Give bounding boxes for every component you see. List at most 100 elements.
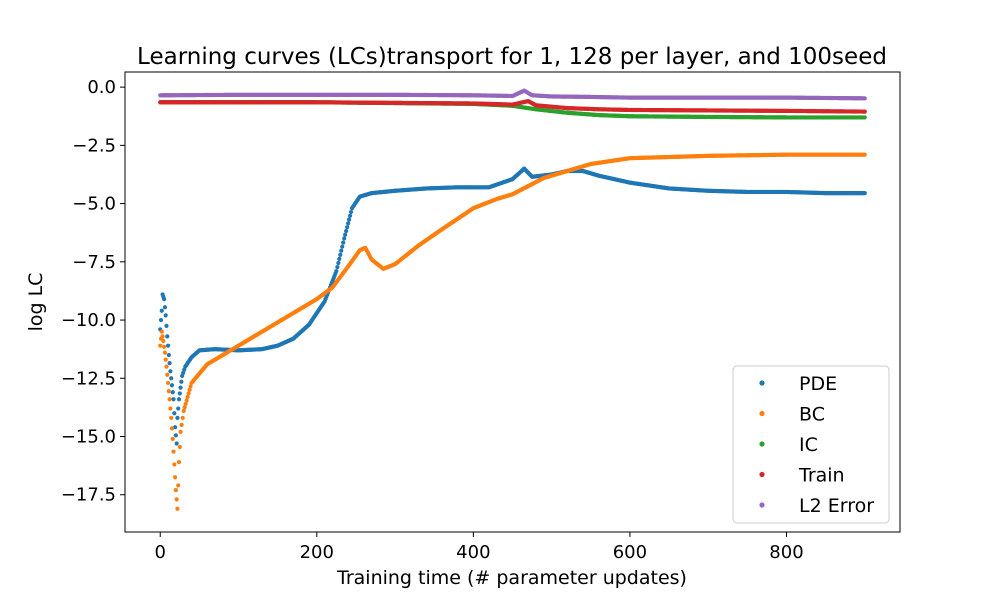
- legend-marker: [759, 502, 765, 508]
- data-point: [179, 422, 184, 427]
- data-point: [181, 408, 186, 413]
- data-point: [166, 352, 171, 358]
- data-point: [862, 152, 867, 157]
- data-point: [162, 305, 168, 310]
- series-l2-error: [158, 88, 867, 101]
- data-point: [179, 379, 184, 384]
- data-point: [183, 401, 188, 406]
- data-point: [347, 213, 353, 218]
- data-point: [182, 405, 187, 410]
- data-point: [167, 397, 172, 402]
- data-point: [159, 329, 164, 334]
- legend-label: IC: [799, 434, 818, 456]
- x-tick-label: 400: [456, 542, 490, 563]
- legend-label: PDE: [799, 373, 837, 395]
- y-tick-label: −2.5: [72, 135, 116, 156]
- data-point: [346, 217, 352, 222]
- data-point: [168, 406, 173, 411]
- data-point: [862, 96, 867, 101]
- data-point: [173, 433, 178, 438]
- data-point: [167, 361, 172, 366]
- data-point: [343, 232, 348, 237]
- data-point: [335, 264, 340, 270]
- data-point: [862, 115, 867, 120]
- legend-marker: [759, 441, 765, 447]
- data-point: [163, 313, 168, 318]
- data-point: [188, 384, 193, 389]
- data-point: [170, 390, 175, 395]
- data-point: [159, 308, 164, 313]
- data-point: [165, 372, 170, 377]
- data-point: [170, 436, 175, 441]
- data-point: [162, 296, 167, 302]
- data-point: [166, 388, 171, 394]
- data-point: [168, 369, 173, 374]
- data-point: [160, 334, 165, 339]
- data-point: [158, 317, 164, 323]
- data-point: [338, 252, 343, 257]
- data-point: [172, 411, 177, 416]
- series-train: [158, 99, 867, 114]
- data-point: [176, 397, 182, 402]
- data-point: [339, 248, 344, 253]
- data-point: [180, 415, 185, 420]
- data-point: [171, 449, 176, 454]
- legend-marker: [759, 410, 765, 417]
- data-point: [862, 191, 867, 196]
- data-point: [186, 391, 191, 396]
- data-point: [344, 228, 349, 234]
- y-tick-label: 0.0: [87, 77, 116, 98]
- legend-label: L2 Error: [799, 495, 874, 517]
- data-point: [172, 462, 177, 467]
- data-point: [334, 269, 339, 274]
- y-tick-label: −10.0: [61, 310, 116, 331]
- data-point: [175, 506, 180, 511]
- data-point: [336, 260, 341, 266]
- legend-label: BC: [799, 404, 825, 426]
- data-point: [176, 406, 181, 411]
- data-point: [348, 209, 354, 215]
- x-tick-label: 200: [300, 542, 334, 563]
- y-tick-label: −17.5: [61, 485, 116, 506]
- y-axis-title: log LC: [25, 273, 47, 332]
- x-tick-label: 0: [155, 542, 166, 563]
- data-point: [169, 376, 174, 381]
- data-point: [187, 387, 192, 393]
- x-axis-ticks: 0 200 400 600 800: [155, 532, 804, 563]
- x-tick-label: 800: [769, 542, 803, 563]
- data-point: [178, 429, 183, 434]
- y-tick-label: −12.5: [61, 368, 116, 389]
- data-point: [165, 343, 171, 348]
- data-point: [177, 391, 182, 396]
- data-point: [158, 343, 163, 348]
- data-point: [341, 240, 346, 245]
- data-point: [862, 109, 867, 114]
- data-point: [165, 380, 171, 386]
- data-point: [342, 236, 347, 241]
- legend-marker: [759, 380, 765, 386]
- data-point: [163, 357, 168, 362]
- data-point: [174, 497, 179, 502]
- data-point: [169, 426, 175, 431]
- y-tick-label: −5.0: [72, 194, 116, 215]
- data-point: [165, 334, 170, 339]
- data-point: [175, 415, 180, 420]
- data-point: [176, 483, 181, 488]
- data-point: [173, 475, 178, 480]
- data-point: [162, 350, 168, 355]
- data-point: [337, 256, 342, 262]
- x-tick-label: 600: [613, 542, 647, 563]
- data-point: [164, 364, 169, 369]
- data-point: [178, 385, 183, 390]
- data-point: [164, 323, 169, 328]
- data-point: [340, 244, 345, 249]
- data-point: [184, 398, 189, 403]
- data-point: [185, 394, 190, 400]
- data-point: [169, 415, 174, 420]
- data-point: [174, 441, 179, 446]
- y-tick-label: −7.5: [72, 252, 116, 273]
- legend: PDE BC IC Train L2 Error: [732, 365, 890, 524]
- data-point: [173, 487, 178, 493]
- chart-title: Learning curves (LCs)transport for 1, 12…: [137, 44, 887, 70]
